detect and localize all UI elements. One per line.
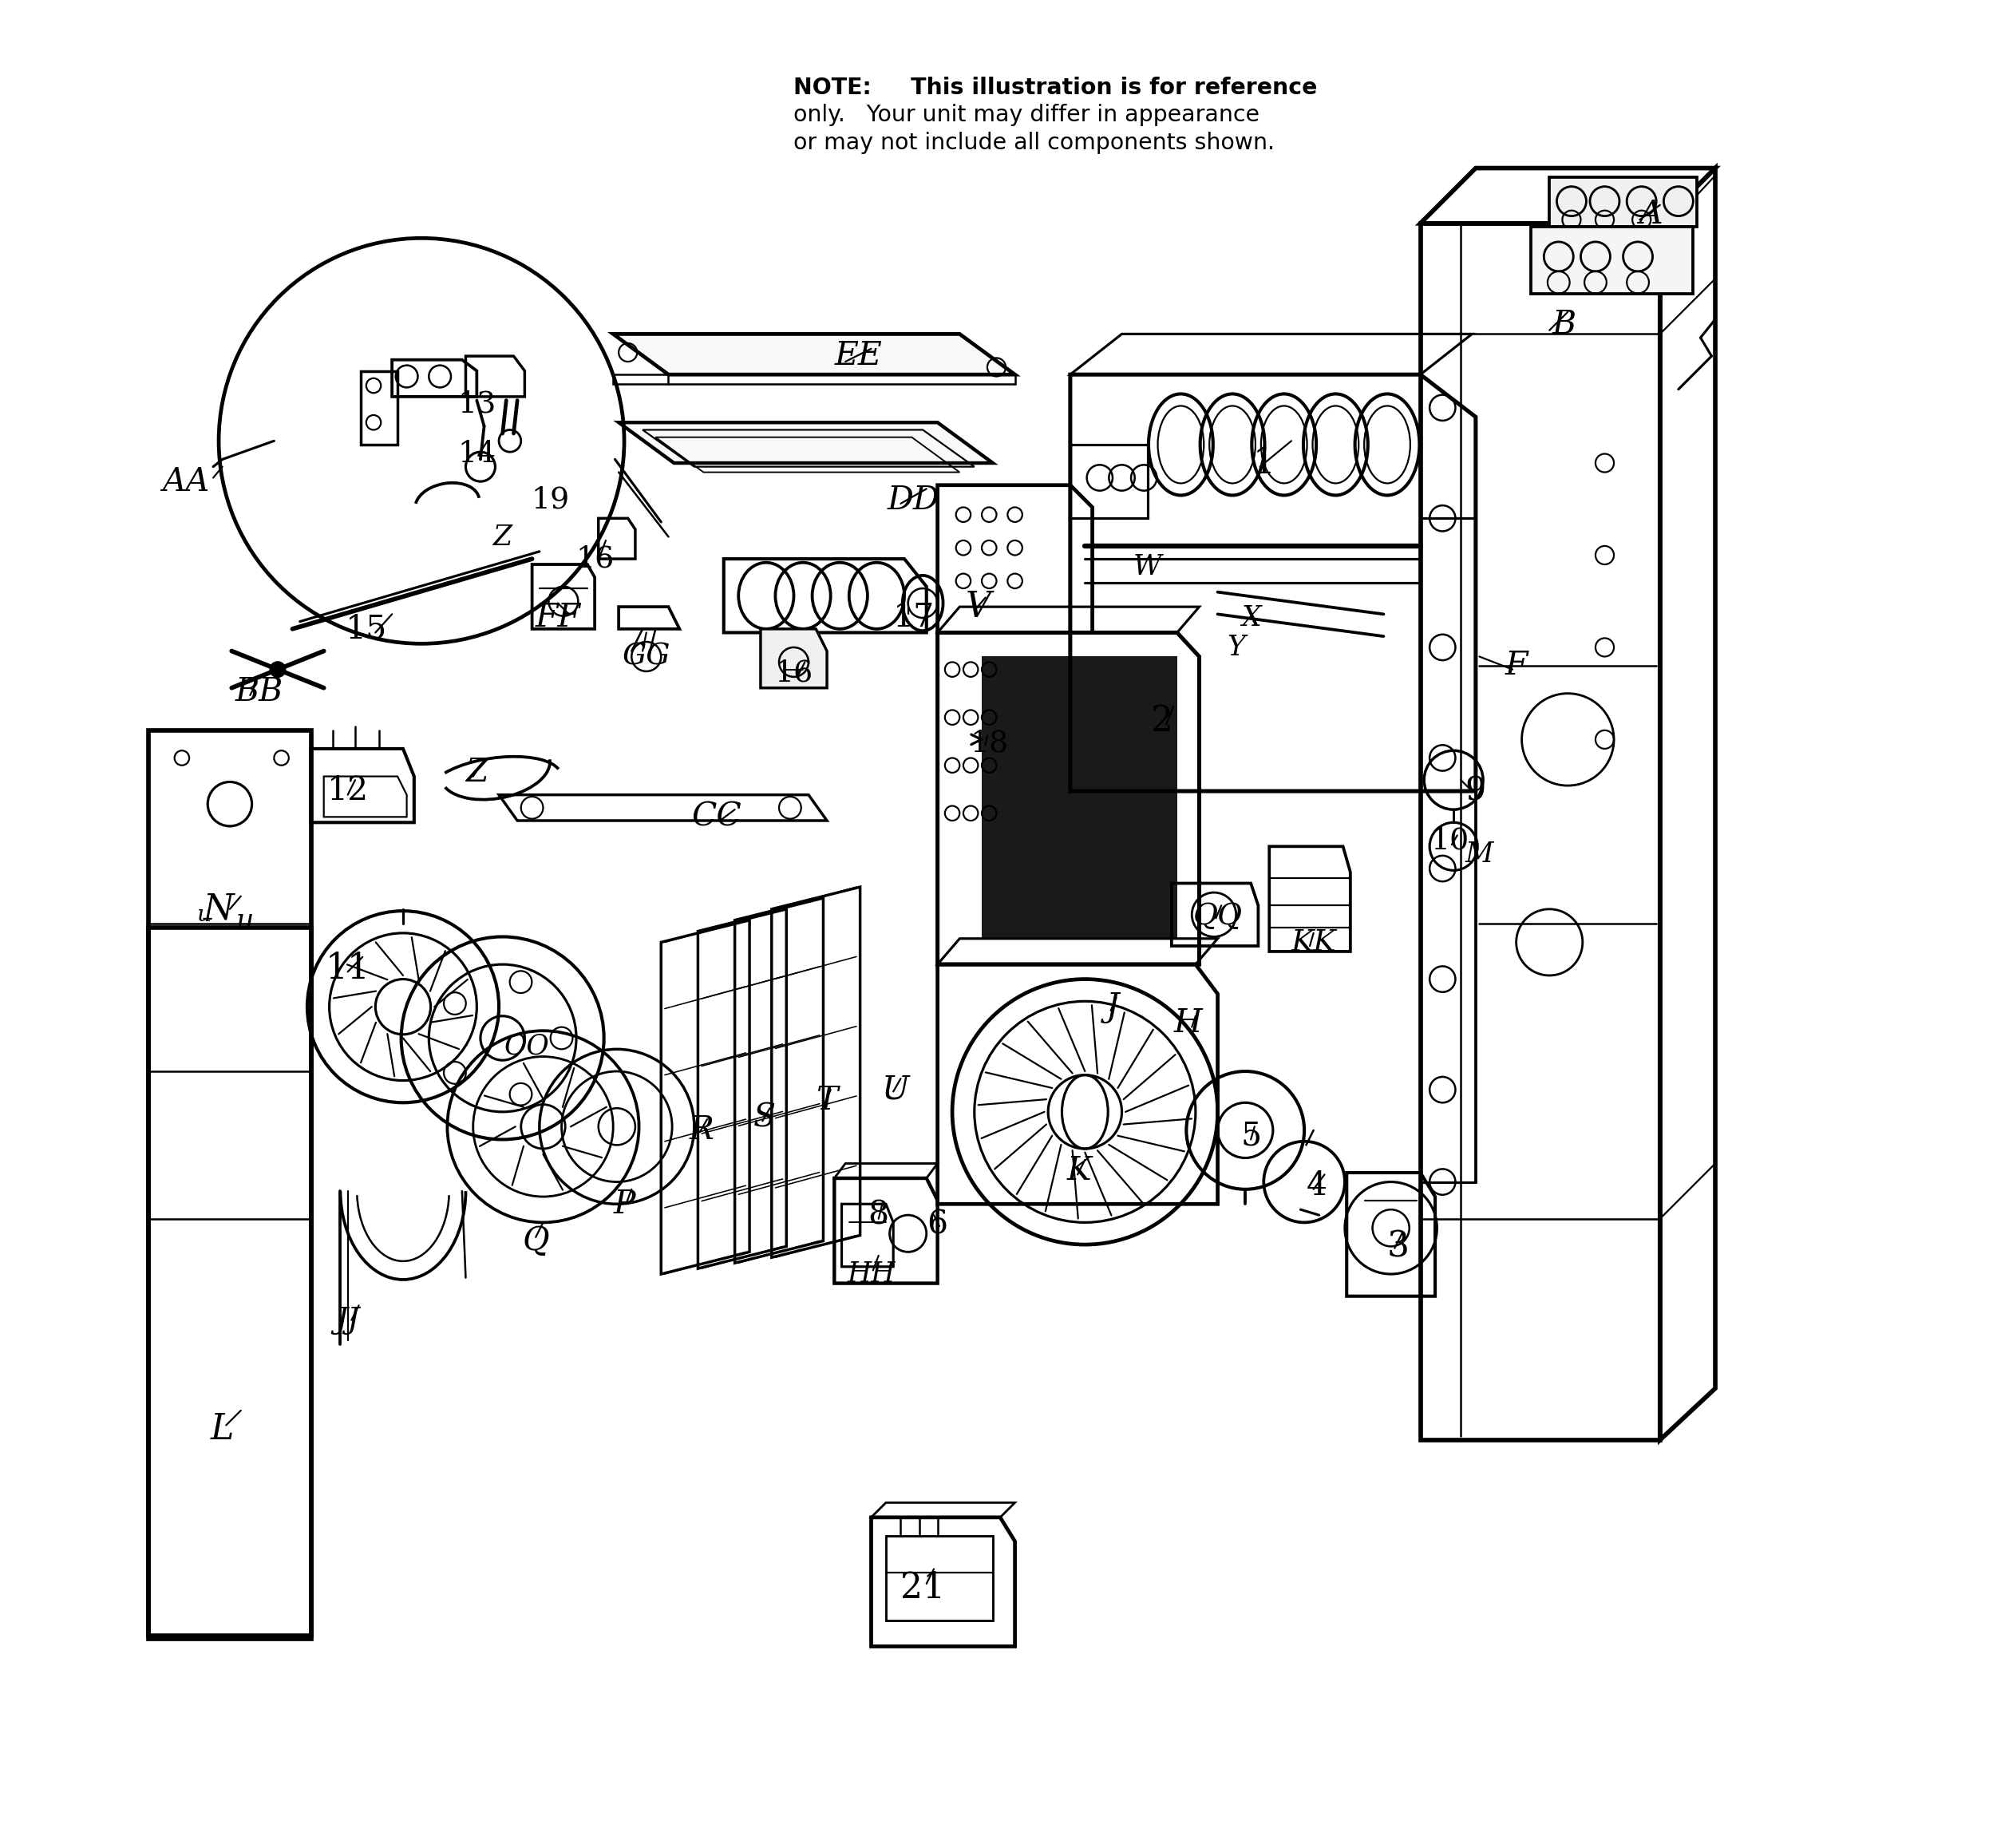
Text: 21: 21: [901, 1571, 945, 1604]
Text: BB: BB: [235, 676, 283, 708]
Text: NOTE:     This illustration is for reference: NOTE: This illustration is for reference: [793, 76, 1317, 98]
Text: HH: HH: [847, 1260, 895, 1288]
Text: H: H: [1174, 1007, 1202, 1039]
Text: 15: 15: [345, 614, 387, 645]
Text: 17: 17: [893, 602, 935, 634]
Text: U: U: [881, 1074, 909, 1105]
Circle shape: [271, 662, 285, 676]
Text: FF: FF: [534, 602, 580, 634]
Text: M: M: [1465, 841, 1493, 867]
Text: 5: 5: [1240, 1120, 1262, 1151]
Text: u: u: [235, 907, 253, 933]
Text: QQ: QQ: [1194, 902, 1242, 931]
Text: Q: Q: [522, 1225, 550, 1257]
Text: 12: 12: [327, 776, 369, 808]
Text: or may not include all components shown.: or may not include all components shown.: [793, 131, 1276, 153]
Text: KK: KK: [1291, 928, 1335, 957]
Text: 16: 16: [775, 660, 813, 687]
Text: u: u: [197, 904, 211, 926]
Text: only.   Your unit may differ in appearance: only. Your unit may differ in appearance: [793, 103, 1260, 126]
Text: CC: CC: [692, 802, 741, 833]
Polygon shape: [1531, 227, 1694, 294]
Polygon shape: [1270, 846, 1351, 952]
Text: 16: 16: [576, 545, 614, 573]
Text: K: K: [1066, 1155, 1092, 1186]
Polygon shape: [1549, 177, 1696, 227]
Text: 14: 14: [458, 440, 496, 468]
Text: P: P: [614, 1188, 636, 1220]
Text: L: L: [211, 1412, 233, 1447]
Text: 4: 4: [1307, 1170, 1327, 1201]
Text: OO: OO: [504, 1031, 550, 1059]
Text: JJ: JJ: [335, 1307, 361, 1334]
Text: J: J: [1106, 991, 1120, 1024]
Polygon shape: [614, 334, 1014, 375]
Text: 3: 3: [1387, 1229, 1409, 1264]
Polygon shape: [983, 656, 1178, 939]
Text: V: V: [965, 590, 991, 625]
Text: DD: DD: [887, 484, 941, 516]
Text: 9: 9: [1465, 776, 1487, 808]
Polygon shape: [618, 423, 993, 464]
Text: N: N: [203, 893, 233, 926]
Polygon shape: [761, 628, 827, 687]
Text: 1: 1: [1252, 445, 1276, 480]
Text: 13: 13: [458, 390, 496, 419]
Text: S: S: [753, 1101, 775, 1133]
Text: R: R: [690, 1114, 713, 1146]
Text: X: X: [1242, 604, 1262, 632]
Text: T: T: [815, 1085, 837, 1116]
Text: EE: EE: [835, 340, 883, 371]
Text: W: W: [1134, 553, 1162, 580]
Text: 18: 18: [971, 728, 1008, 758]
Text: Y: Y: [1228, 634, 1246, 662]
Text: 8: 8: [869, 1199, 889, 1231]
Text: Z: Z: [492, 523, 512, 551]
Text: Z: Z: [466, 758, 488, 789]
Text: 11: 11: [325, 952, 371, 985]
Text: AA: AA: [161, 466, 209, 497]
Text: GG: GG: [622, 643, 670, 671]
Text: 19: 19: [532, 486, 570, 514]
Text: 2: 2: [1152, 704, 1174, 739]
Text: F: F: [1505, 650, 1527, 682]
Text: 10: 10: [1431, 826, 1469, 856]
Text: A: A: [1638, 198, 1662, 231]
Text: B: B: [1553, 309, 1576, 342]
Text: 6: 6: [927, 1209, 949, 1240]
